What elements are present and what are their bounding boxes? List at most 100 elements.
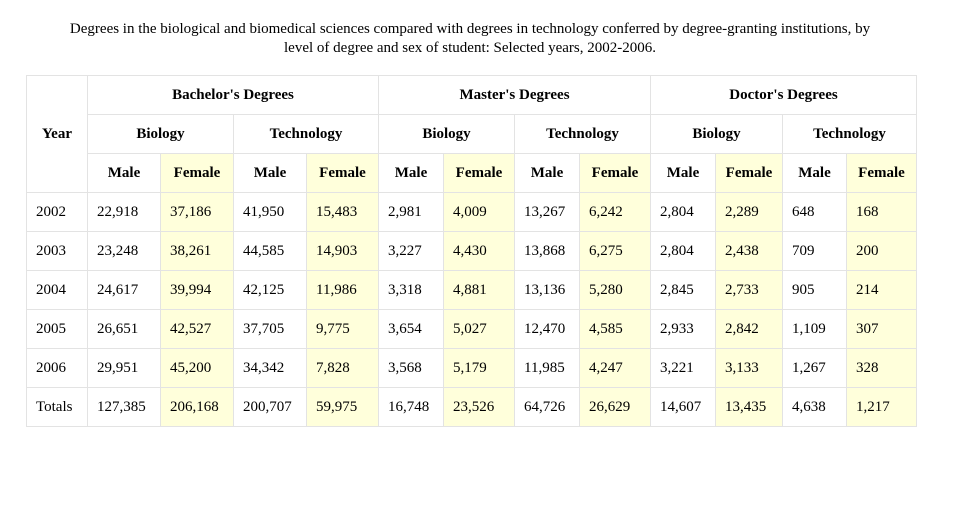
female-count-cell: 214 [846,270,917,310]
level-header-master: Master's Degrees [378,75,651,115]
male-count-cell: 22,918 [87,192,161,232]
field-header: Biology [378,114,515,154]
male-count-cell: 200,707 [233,387,307,427]
female-count-cell: 38,261 [160,231,234,271]
male-count-cell: 1,109 [782,309,847,349]
sex-header-female: Female [715,153,783,193]
field-header: Technology [782,114,917,154]
female-count-cell: 4,247 [579,348,651,388]
male-count-cell: 709 [782,231,847,271]
male-count-cell: 24,617 [87,270,161,310]
male-count-cell: 41,950 [233,192,307,232]
male-count-cell: 42,125 [233,270,307,310]
level-header-doctor: Doctor's Degrees [650,75,917,115]
sex-header-female: Female [579,153,651,193]
female-count-cell: 6,242 [579,192,651,232]
header-row-sexes: Male Female Male Female Male Female Male… [27,153,917,193]
level-header-bachelor: Bachelor's Degrees [87,75,379,115]
year-cell: 2003 [26,231,88,271]
male-count-cell: 4,638 [782,387,847,427]
field-header: Technology [233,114,379,154]
degrees-table: Year Bachelor's Degrees Master's Degrees… [26,75,917,427]
female-count-cell: 307 [846,309,917,349]
sex-header-female: Female [160,153,234,193]
male-count-cell: 11,985 [514,348,580,388]
caption-line-1: Degrees in the biological and biomedical… [69,21,871,37]
sex-header-male: Male [514,153,580,193]
header-row-levels: Year Bachelor's Degrees Master's Degrees… [26,75,917,193]
male-count-cell: 3,654 [378,309,444,349]
male-count-cell: 2,804 [650,231,716,271]
female-count-cell: 15,483 [306,192,379,232]
male-count-cell: 3,221 [650,348,716,388]
female-count-cell: 5,280 [579,270,651,310]
female-count-cell: 328 [846,348,917,388]
field-header: Biology [650,114,783,154]
female-count-cell: 5,179 [443,348,515,388]
female-count-cell: 4,430 [443,231,515,271]
table-caption: Degrees in the biological and biomedical… [20,20,920,58]
female-count-cell: 59,975 [306,387,379,427]
field-header: Biology [87,114,234,154]
sex-header-female: Female [306,153,379,193]
female-count-cell: 23,526 [443,387,515,427]
female-count-cell: 37,186 [160,192,234,232]
female-count-cell: 26,629 [579,387,651,427]
female-count-cell: 7,828 [306,348,379,388]
female-count-cell: 1,217 [846,387,917,427]
male-count-cell: 3,318 [378,270,444,310]
male-count-cell: 13,136 [514,270,580,310]
female-count-cell: 168 [846,192,917,232]
sex-header-female: Female [846,153,917,193]
female-count-cell: 206,168 [160,387,234,427]
female-count-cell: 2,733 [715,270,783,310]
table-row: 2005 26,651 42,527 37,705 9,775 3,654 5,027 12,… [26,309,917,349]
male-count-cell: 2,981 [378,192,444,232]
male-count-cell: 2,804 [650,192,716,232]
male-count-cell: 3,568 [378,348,444,388]
male-count-cell: 34,342 [233,348,307,388]
year-cell: 2002 [26,192,88,232]
female-count-cell: 2,289 [715,192,783,232]
female-count-cell: 13,435 [715,387,783,427]
female-count-cell: 4,881 [443,270,515,310]
female-count-cell: 4,009 [443,192,515,232]
female-count-cell: 45,200 [160,348,234,388]
male-count-cell: 23,248 [87,231,161,271]
year-cell: 2006 [26,348,88,388]
female-count-cell: 5,027 [443,309,515,349]
male-count-cell: 26,651 [87,309,161,349]
male-count-cell: 64,726 [514,387,580,427]
male-count-cell: 16,748 [378,387,444,427]
year-cell: 2005 [26,309,88,349]
header-row-fields: Biology Technology Biology Technology Bi… [27,114,917,154]
female-count-cell: 11,986 [306,270,379,310]
caption-line-2: level of degree and sex of student: Sele… [284,40,656,56]
male-count-cell: 1,267 [782,348,847,388]
year-cell: 2004 [26,270,88,310]
female-count-cell: 2,842 [715,309,783,349]
female-count-cell: 9,775 [306,309,379,349]
sex-header-male: Male [233,153,307,193]
male-count-cell: 44,585 [233,231,307,271]
male-count-cell: 3,227 [378,231,444,271]
male-count-cell: 648 [782,192,847,232]
male-count-cell: 13,267 [514,192,580,232]
male-count-cell: 29,951 [87,348,161,388]
male-count-cell: 37,705 [233,309,307,349]
year-header: Year [26,75,88,193]
male-count-cell: 12,470 [514,309,580,349]
female-count-cell: 14,903 [306,231,379,271]
female-count-cell: 39,994 [160,270,234,310]
table-row: 2002 22,918 37,186 41,950 15,483 2,981 4,009 13… [26,192,917,232]
female-count-cell: 2,438 [715,231,783,271]
sex-header-male: Male [650,153,716,193]
table-row: 2006 29,951 45,200 34,342 7,828 3,568 5,179 11,… [26,348,917,388]
table-body: 2002 22,918 37,186 41,950 15,483 2,981 4,009 13… [26,192,917,427]
male-count-cell: 14,607 [650,387,716,427]
sex-header-male: Male [87,153,161,193]
female-count-cell: 3,133 [715,348,783,388]
male-count-cell: 2,845 [650,270,716,310]
female-count-cell: 42,527 [160,309,234,349]
sex-header-male: Male [782,153,847,193]
